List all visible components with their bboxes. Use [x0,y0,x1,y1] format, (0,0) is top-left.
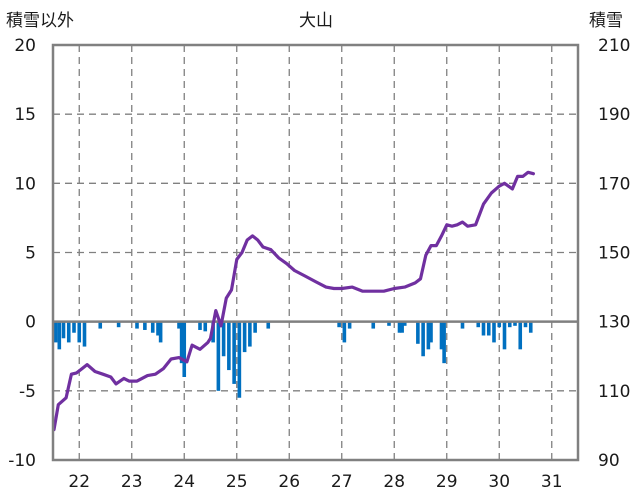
bar [337,321,341,328]
right-tick-label: 190 [598,105,630,125]
left-tick-label: -10 [8,451,36,471]
bar [216,321,221,391]
bar [439,321,444,350]
right-tick-label: 130 [598,313,630,333]
bar [513,321,517,326]
bar [492,321,496,343]
left-axis-title: 積雪以外 [6,11,74,31]
bar [198,321,202,330]
bar [426,321,431,350]
bar [82,321,87,347]
bar [182,321,187,377]
x-tick-label: 24 [173,472,195,492]
bar [476,321,481,328]
x-tick-label: 26 [278,472,300,492]
bar [116,321,121,328]
right-tick-label: 150 [598,244,630,264]
bar [53,321,58,343]
bar [497,321,502,328]
left-tick-label: -5 [19,382,36,402]
bar [421,321,425,357]
bar [232,321,236,384]
bar [486,321,491,336]
bar [150,321,155,333]
bar [77,321,82,343]
left-tick-label: 0 [25,313,36,333]
right-tick-label: 170 [598,174,630,194]
bar [397,321,402,333]
x-tick-label: 30 [488,472,510,492]
bar [387,321,391,326]
right-axis-title: 積雪 [589,11,623,31]
bar [177,321,181,329]
bar [342,321,347,343]
bar [253,321,257,333]
bar [57,321,62,350]
left-tick-labels: -10 -5 0 5 10 15 20 [8,36,36,471]
bar [158,321,163,343]
bar [179,321,184,364]
bar [66,321,71,343]
x-tick-label: 22 [68,472,90,492]
x-tick-label: 27 [331,472,353,492]
left-tick-label: 5 [25,244,36,264]
bar [347,321,352,329]
x-tick-label: 23 [121,472,143,492]
bar [72,321,76,333]
bar [242,321,247,353]
x-tick-label: 28 [383,472,405,492]
bar [416,321,420,344]
bar [528,321,533,333]
x-tick-label: 29 [436,472,458,492]
right-tick-label: 90 [598,451,620,471]
bar-series [53,321,533,398]
x-tick-label: 31 [541,472,563,492]
x-tick-labels: 22 23 24 25 26 27 28 29 30 31 [68,472,562,492]
right-tick-labels: 90 110 130 150 170 190 210 [598,36,630,471]
bar [61,321,66,339]
bar [248,321,252,347]
bar [98,321,103,329]
bar [523,321,528,328]
bar [481,321,486,336]
grid [53,45,578,460]
bar [502,321,507,350]
bar [400,321,404,333]
bar [203,321,208,332]
right-tick-label: 210 [598,36,630,56]
left-tick-label: 15 [14,105,36,125]
bar [266,321,271,329]
right-tick-label: 110 [598,382,630,402]
bar [371,321,376,329]
bar [143,321,147,330]
bar [135,321,139,329]
bar [507,321,512,328]
bar [402,321,407,326]
plot-frame [51,43,580,462]
bar [227,321,231,371]
left-tick-label: 10 [14,174,36,194]
bar [156,321,160,336]
left-tick-label: 20 [14,36,36,56]
chart-title: 大山 [299,11,333,31]
bar [442,321,446,364]
bar [460,321,465,329]
bar [518,321,523,350]
bar [221,321,226,357]
line-series [52,170,536,432]
x-tick-label: 25 [226,472,248,492]
bar [429,321,433,343]
bar [237,321,242,398]
